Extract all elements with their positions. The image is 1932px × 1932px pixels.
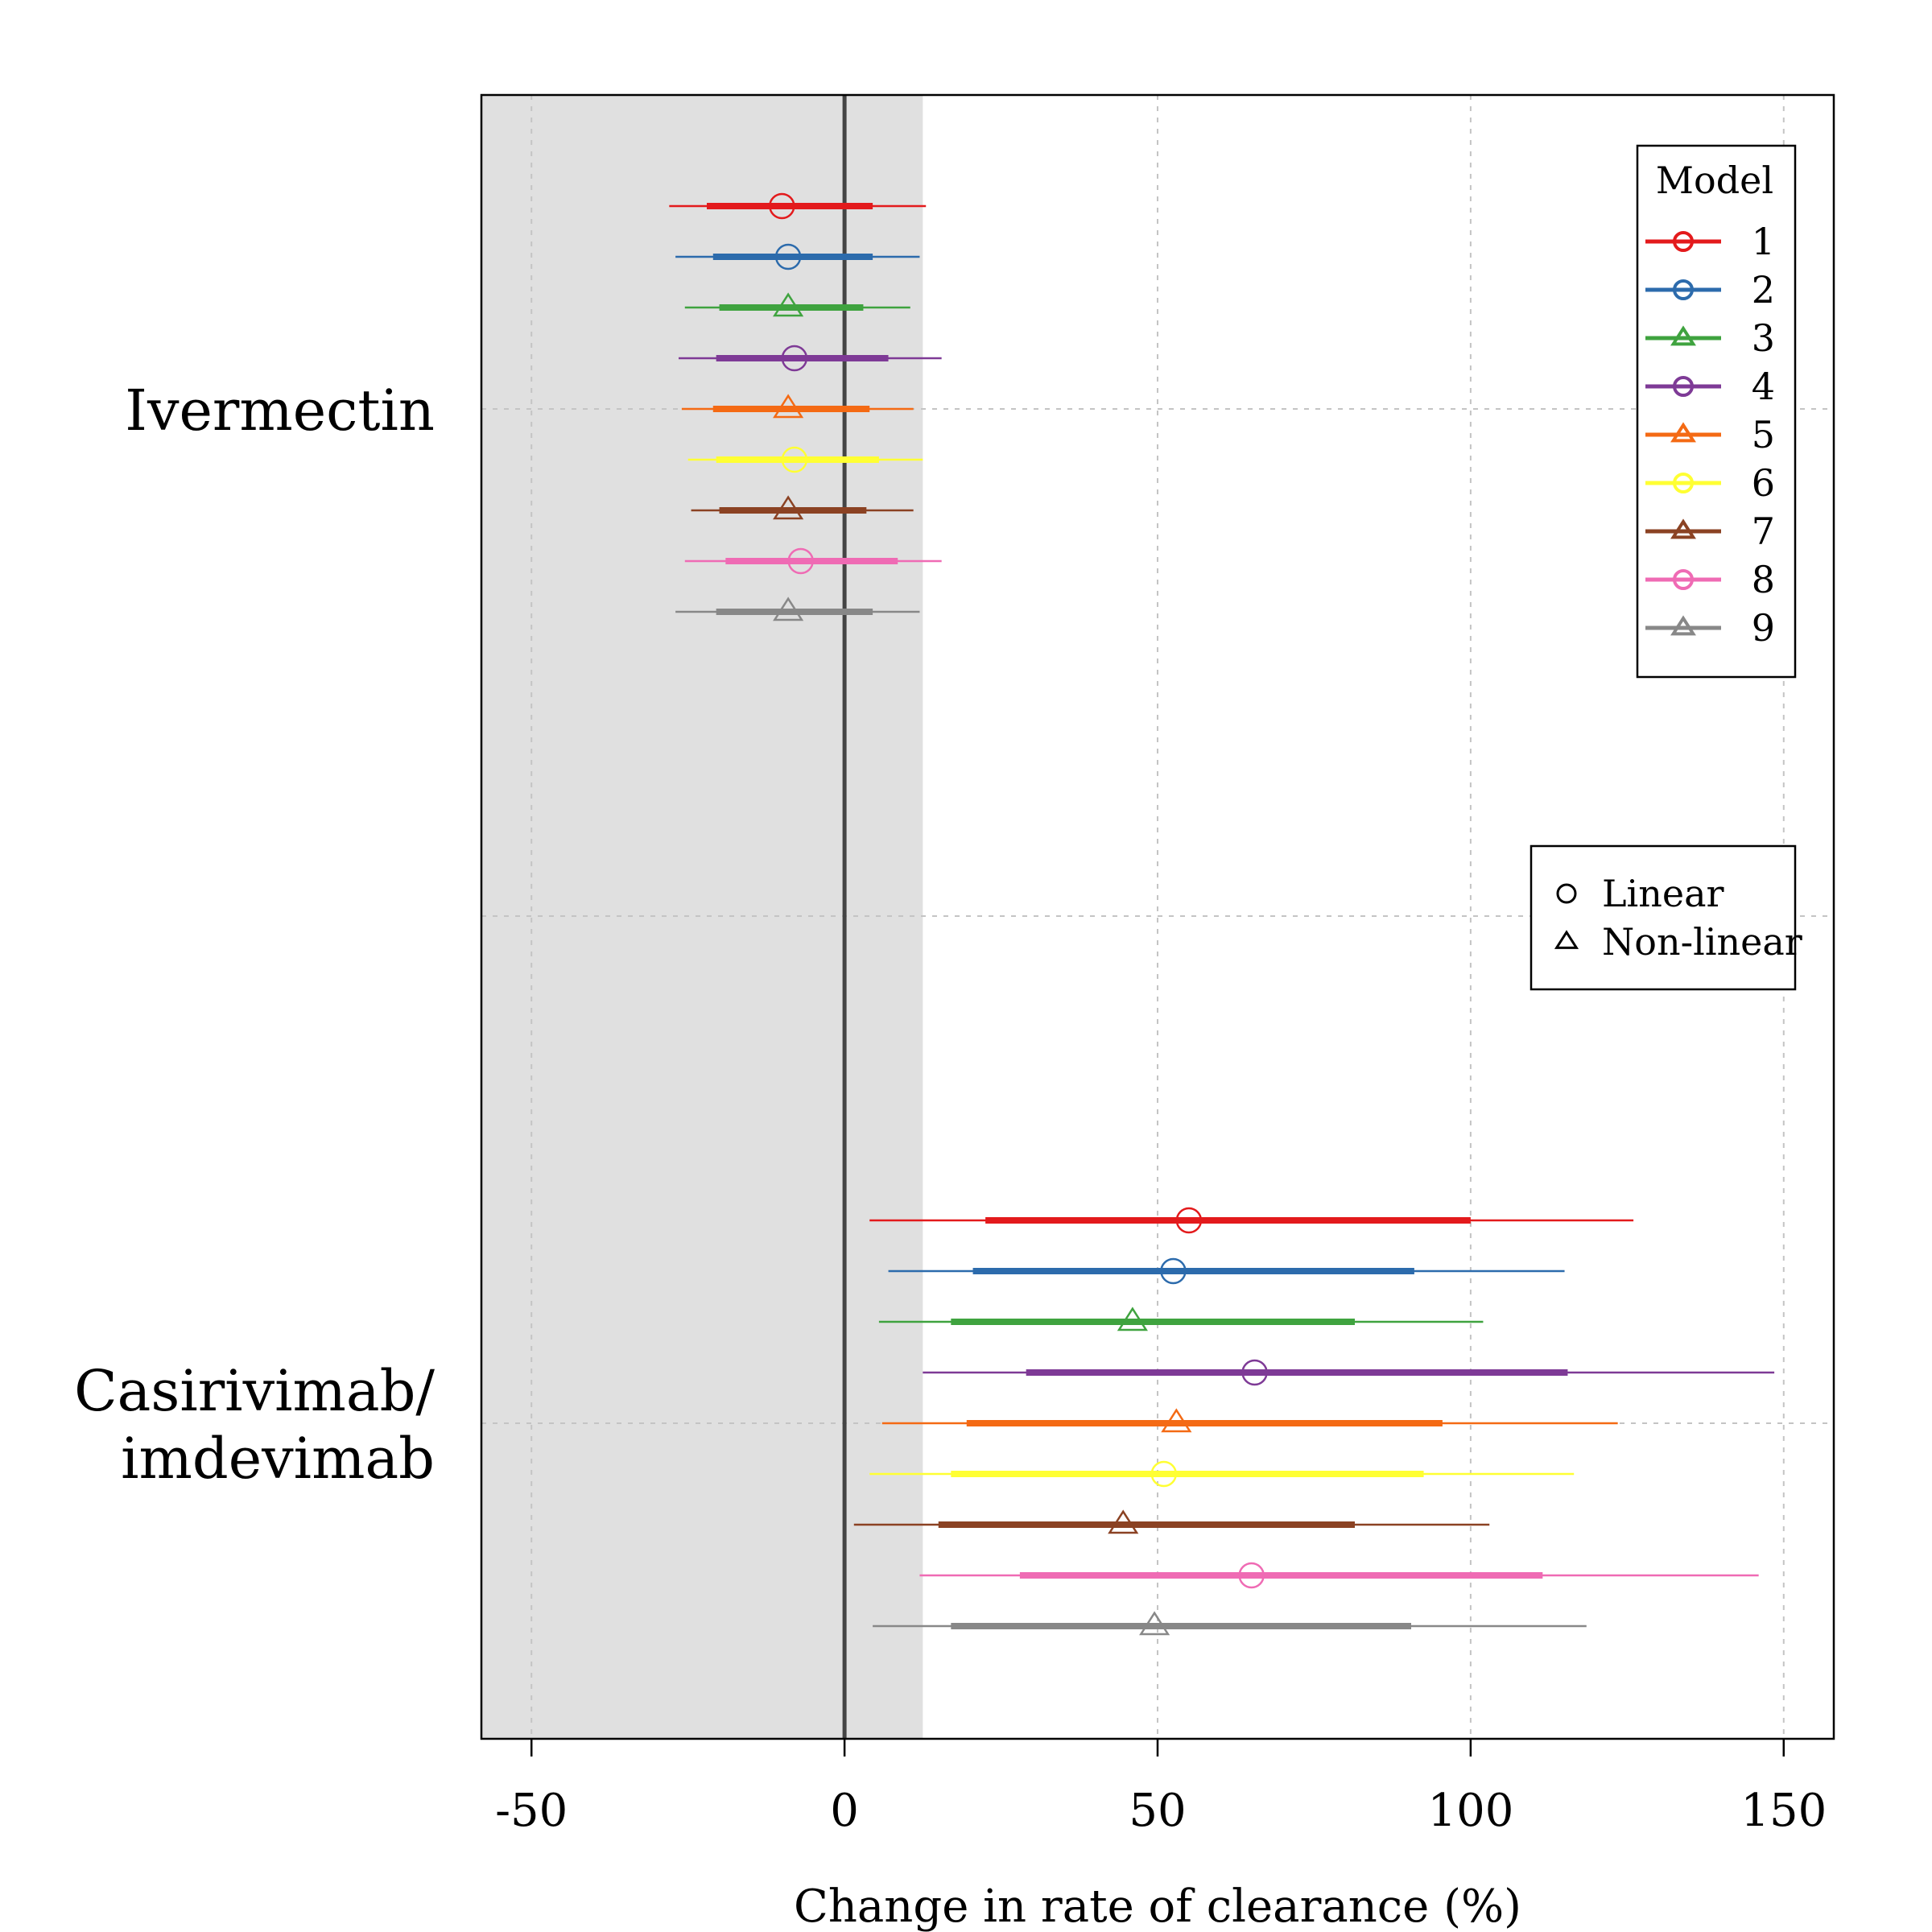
point-estimate-marker <box>1139 1611 1170 1636</box>
legend-marker <box>1673 279 1694 300</box>
point-estimate-marker <box>773 292 804 317</box>
legend-label: 6 <box>1752 461 1775 505</box>
x-tick-label: 0 <box>830 1785 859 1837</box>
legend-shapes: Linear Non-linear <box>1530 844 1802 991</box>
estimate-row-model-4 <box>923 1359 1775 1386</box>
legend-entry-model-3: 3 <box>1645 316 1775 360</box>
legend-entry-model-6: 6 <box>1645 461 1775 505</box>
legend-label: Non-linear <box>1602 920 1802 964</box>
legend-entry-model-4: 4 <box>1645 365 1775 408</box>
legend-marker <box>1673 569 1694 590</box>
legend-entry-model-2: 2 <box>1645 268 1775 312</box>
x-tick-label: 50 <box>1129 1785 1186 1837</box>
legend-entry-model-9: 9 <box>1645 606 1775 650</box>
point-estimate-marker <box>769 192 795 220</box>
estimate-row-model-9 <box>873 1611 1587 1636</box>
legend-marker <box>1556 883 1577 904</box>
point-estimate-marker <box>1150 1460 1178 1488</box>
point-estimate-marker <box>1238 1562 1265 1589</box>
point-estimate-marker <box>773 394 804 419</box>
point-estimate-marker <box>1175 1207 1203 1234</box>
x-tick-label: 100 <box>1427 1785 1513 1837</box>
legend-marker <box>1554 930 1579 949</box>
x-tick-label: -50 <box>495 1785 568 1837</box>
legend-marker <box>1670 518 1696 539</box>
estimate-row-model-7 <box>691 495 914 520</box>
legend-label: Linear <box>1602 872 1724 915</box>
point-estimate-marker <box>781 446 808 473</box>
estimate-row-model-6 <box>687 446 923 473</box>
legend-entry-linear: Linear <box>1556 872 1724 915</box>
estimate-row-model-5 <box>681 394 914 419</box>
point-estimate-marker <box>1117 1307 1148 1331</box>
x-tick-label: 150 <box>1740 1785 1827 1837</box>
group-label: imdevimab <box>121 1426 435 1492</box>
estimate-row-model-4 <box>679 345 942 372</box>
legend-marker <box>1670 325 1696 346</box>
legend-marker <box>1673 231 1694 252</box>
legend-marker <box>1670 422 1696 443</box>
legend-entry-model-7: 7 <box>1645 510 1775 553</box>
legend-label: 2 <box>1752 268 1775 312</box>
point-estimate-marker <box>1108 1509 1139 1534</box>
legend-label: 5 <box>1752 413 1775 456</box>
estimate-row-model-1 <box>669 192 927 220</box>
point-estimate-marker <box>773 495 804 520</box>
estimate-row-model-8 <box>919 1562 1759 1589</box>
point-estimate-marker <box>781 345 808 372</box>
estimate-row-model-8 <box>684 547 942 575</box>
estimate-row-model-5 <box>881 1408 1618 1433</box>
legend-label: 4 <box>1752 365 1775 408</box>
legend-models-box <box>1636 144 1797 679</box>
point-estimate-marker <box>787 547 814 575</box>
legend-entry-non-linear: Non-linear <box>1554 920 1802 964</box>
legend-entry-model-1: 1 <box>1645 220 1775 263</box>
point-estimate-marker <box>774 243 802 270</box>
estimate-row-model-9 <box>675 597 920 621</box>
point-estimate-marker <box>1241 1359 1268 1386</box>
legend-title: Model <box>1656 159 1773 202</box>
legend-marker <box>1673 376 1694 397</box>
legend-shapes-box <box>1530 844 1797 991</box>
estimate-row-model-1 <box>869 1207 1634 1234</box>
legend-label: 9 <box>1752 606 1775 650</box>
estimate-row-model-2 <box>888 1257 1565 1285</box>
estimate-row-model-3 <box>878 1307 1484 1331</box>
group-label: Ivermectin <box>125 378 435 444</box>
legend-marker <box>1673 473 1694 493</box>
legend-label: 3 <box>1752 316 1775 360</box>
estimate-row-model-6 <box>869 1460 1575 1488</box>
legend-label: 7 <box>1752 510 1775 553</box>
group-label: Casirivimab/ <box>74 1358 435 1424</box>
estimate-row-model-3 <box>684 292 910 317</box>
point-estimate-marker <box>1161 1408 1192 1433</box>
legend-label: 1 <box>1752 220 1775 263</box>
legend-label: 8 <box>1752 558 1775 601</box>
estimate-row-model-2 <box>675 243 920 270</box>
shaded-region <box>481 95 923 1739</box>
point-estimate-marker <box>1160 1257 1187 1285</box>
legend-entry-model-8: 8 <box>1645 558 1775 601</box>
estimate-row-model-7 <box>853 1509 1490 1534</box>
point-estimate-marker <box>773 597 804 621</box>
legend-marker <box>1670 615 1696 636</box>
x-axis-title: Change in rate of clearance (%) <box>794 1880 1521 1932</box>
legend-entry-model-5: 5 <box>1645 413 1775 456</box>
